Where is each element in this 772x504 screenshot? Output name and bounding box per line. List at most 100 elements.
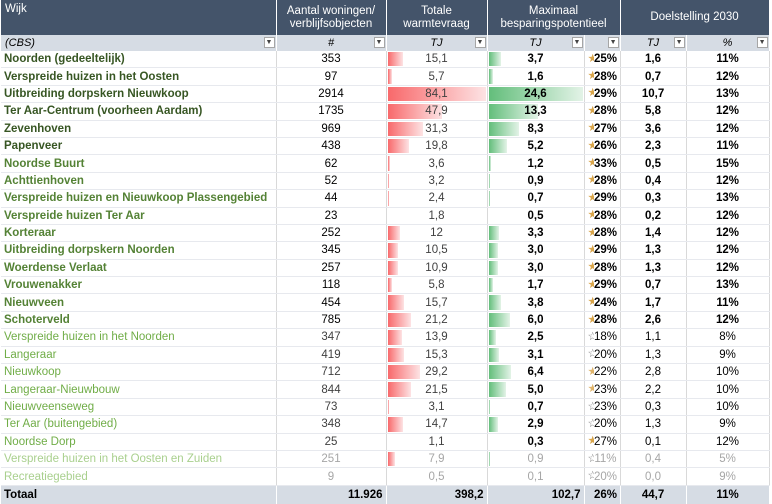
doel-pct-value: 12% (686, 259, 769, 276)
subheader-besparing-pct: ▼ (584, 35, 620, 51)
star-icon: ★ (584, 190, 594, 207)
warmte-value: 0,5 (429, 471, 445, 483)
doel-tj-value: 1,6 (620, 51, 686, 68)
dropdown-arrow-icon[interactable]: ▼ (608, 37, 619, 48)
warmte-value: 21,2 (425, 314, 447, 326)
woningen-value: 969 (276, 120, 386, 137)
besparing-pct: 28% (594, 103, 620, 120)
table-body: Noorden (gedeeltelijk)35315,13,7★25%1,61… (1, 51, 769, 485)
wijk-name: Recreatiegebied (1, 468, 276, 485)
besparing-pct: 28% (594, 172, 620, 189)
star-icon: ★ (584, 242, 594, 259)
table-row: Verspreide huizen Ter Aar231,80,5★28%0,2… (1, 207, 769, 224)
star-icon: ★ (584, 103, 594, 120)
dropdown-arrow-icon[interactable]: ▼ (475, 37, 486, 48)
subheader-doel-pct: %▼ (686, 35, 769, 51)
doel-pct-value: 12% (686, 224, 769, 241)
besparing-value: 6,4 (528, 366, 544, 378)
doel-pct-value: 12% (686, 68, 769, 85)
total-row: Totaal 11.926 398,2 102,7 26% 44,7 11% (1, 485, 769, 504)
besparing-databar (489, 295, 502, 309)
warmte-value: 19,8 (425, 140, 447, 152)
star-icon: ☆ (584, 468, 594, 485)
besparing-cell: 3,0 (487, 259, 584, 276)
doel-tj-value: 2,2 (620, 381, 686, 398)
besparing-pct: 25% (594, 51, 620, 68)
subheader-besparing-label: TJ (529, 37, 541, 49)
besparing-value: 0,7 (528, 401, 544, 413)
besparing-pct: 33% (594, 155, 620, 172)
warmte-value: 10,5 (425, 244, 447, 256)
besparing-databar (489, 243, 499, 257)
woningen-value: 712 (276, 364, 386, 381)
besparing-value: 0,3 (528, 436, 544, 448)
warmte-cell: 2,4 (386, 190, 487, 207)
woningen-value: 257 (276, 259, 386, 276)
dropdown-arrow-icon[interactable]: ▼ (374, 37, 385, 48)
besparing-pct: 28% (594, 311, 620, 328)
star-icon: ★ (584, 207, 594, 224)
warmte-value: 1,1 (429, 436, 445, 448)
doel-pct-value: 12% (686, 103, 769, 120)
dropdown-arrow-icon[interactable]: ▼ (572, 37, 583, 48)
besparing-pct: 29% (594, 277, 620, 294)
warmte-cell: 10,5 (386, 242, 487, 259)
total-pct: 26% (594, 485, 620, 504)
wijk-name: Woerdense Verlaat (1, 259, 276, 276)
wijk-name: Langeraar-Nieuwbouw (1, 381, 276, 398)
star-icon: ★ (584, 155, 594, 172)
wijk-name: Uitbreiding dorpskern Noorden (1, 242, 276, 259)
besparing-cell: 6,0 (487, 311, 584, 328)
woningen-value: 844 (276, 381, 386, 398)
dropdown-arrow-icon[interactable]: ▼ (757, 37, 768, 48)
doel-pct-value: 12% (686, 242, 769, 259)
besparing-databar (489, 139, 507, 153)
warmte-value: 12 (430, 227, 443, 239)
besparing-cell: 0,5 (487, 207, 584, 224)
header-wijk: Wijk (1, 0, 276, 35)
warmte-value: 31,3 (425, 123, 447, 135)
total-star-spacer (584, 485, 594, 504)
doel-pct-value: 13% (686, 85, 769, 102)
warmte-value: 5,8 (429, 279, 445, 291)
besparing-pct: 20% (594, 416, 620, 433)
warmte-databar (388, 122, 423, 136)
besparing-value: 2,9 (528, 418, 544, 430)
besparing-value: 3,7 (528, 53, 544, 65)
doel-tj-value: 2,3 (620, 137, 686, 154)
table-row: Verspreide huizen in het Oosten en Zuide… (1, 450, 769, 467)
besparing-cell: 0,1 (487, 468, 584, 485)
besparing-pct: 28% (594, 68, 620, 85)
subheader-doel-tj-label: TJ (647, 37, 659, 49)
warmte-cell: 0,5 (386, 468, 487, 485)
star-icon: ★ (584, 68, 594, 85)
woningen-value: 454 (276, 294, 386, 311)
woningen-value: 419 (276, 346, 386, 363)
besparing-value: 3,1 (528, 349, 544, 361)
doel-pct-value: 13% (686, 190, 769, 207)
table-row: Noorden (gedeeltelijk)35315,13,7★25%1,61… (1, 51, 769, 68)
woningen-value: 25 (276, 433, 386, 450)
besparing-pct: 24% (594, 294, 620, 311)
besparing-databar (489, 156, 492, 170)
doel-tj-value: 1,1 (620, 329, 686, 346)
doel-pct-value: 12% (686, 172, 769, 189)
woningen-value: 52 (276, 172, 386, 189)
wijk-name: Noordse Dorp (1, 433, 276, 450)
woningen-value: 2914 (276, 85, 386, 102)
besparing-pct: 29% (594, 190, 620, 207)
doel-tj-value: 2,6 (620, 311, 686, 328)
warmte-value: 29,2 (425, 366, 447, 378)
warmte-databar (388, 69, 393, 83)
dropdown-arrow-icon[interactable]: ▼ (264, 37, 275, 48)
dropdown-arrow-icon[interactable]: ▼ (674, 37, 685, 48)
total-label: Totaal (1, 485, 276, 504)
warmte-value: 14,7 (425, 418, 447, 430)
wijk-name: Papenveer (1, 137, 276, 154)
woningen-value: 1735 (276, 103, 386, 120)
doel-pct-value: 12% (686, 311, 769, 328)
